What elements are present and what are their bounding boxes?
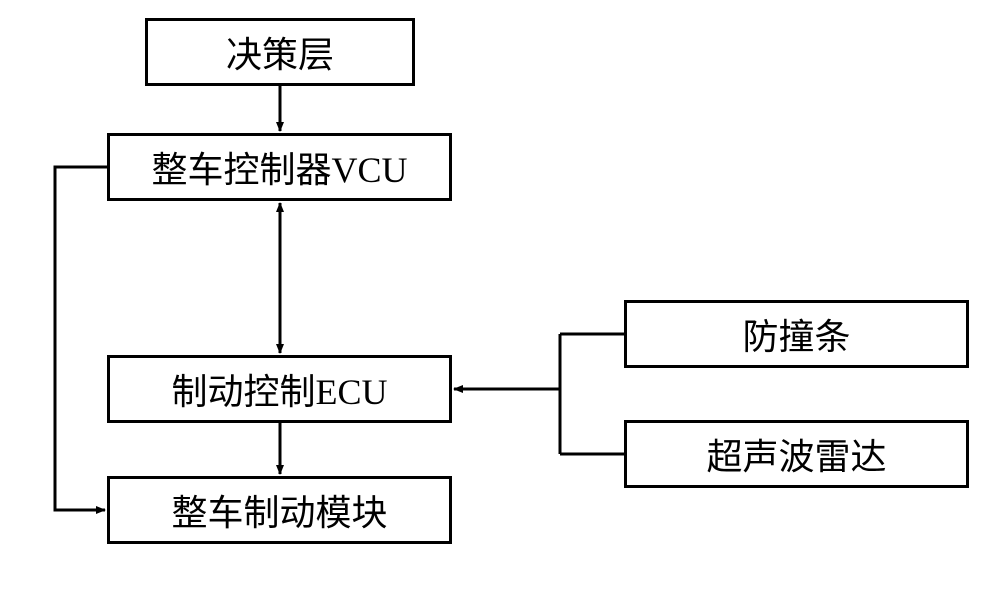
node-label: 决策层 <box>226 26 334 78</box>
node-decision-layer: 决策层 <box>145 18 415 86</box>
node-label: 整车控制器VCU <box>151 141 407 193</box>
node-label: 制动控制ECU <box>171 363 387 415</box>
edge-vcu-bypass-brake <box>55 167 107 510</box>
node-brake-module: 整车制动模块 <box>107 476 452 544</box>
node-brake-ecu: 制动控制ECU <box>107 355 452 423</box>
node-label: 防撞条 <box>742 308 850 360</box>
node-ultrasonic: 超声波雷达 <box>624 420 969 488</box>
node-anti-collision: 防撞条 <box>624 300 969 368</box>
node-vcu: 整车控制器VCU <box>107 133 452 201</box>
node-label: 整车制动模块 <box>171 484 387 536</box>
node-label: 超声波雷达 <box>706 428 886 480</box>
